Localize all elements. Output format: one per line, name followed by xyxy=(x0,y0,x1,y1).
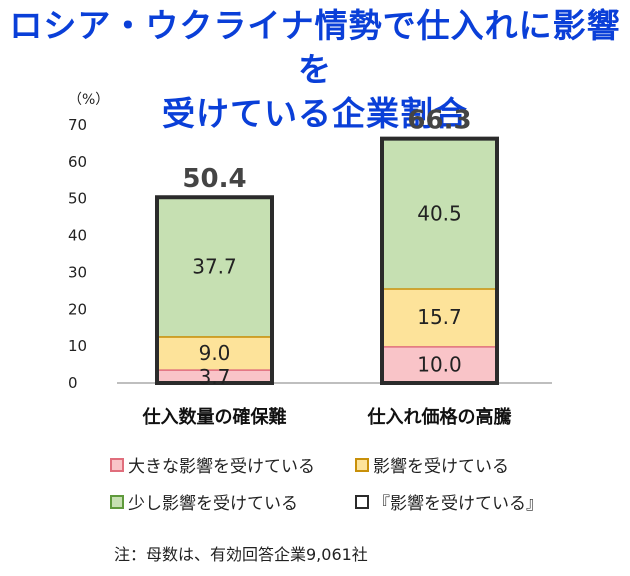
chart-title-line2: 受けている企業割合 xyxy=(162,94,468,133)
legend-item-total: 『影響を受けている』 xyxy=(355,489,543,514)
category-labels: 仕入数量の確保難 仕入れ価格の高騰 xyxy=(142,406,512,428)
bar-group-1: 10.0 15.7 40.5 66.3 xyxy=(380,106,499,385)
bar-total-outline xyxy=(155,195,274,385)
y-tick-label: 0 xyxy=(68,374,78,392)
legend-label-slight: 少し影響を受けている xyxy=(128,494,298,514)
data-label-affected: 9.0 xyxy=(199,341,231,365)
bar-total-outline xyxy=(380,136,499,385)
legend-item-slight: 少し影響を受けている xyxy=(110,489,298,514)
legend-item-large: 大きな影響を受けている xyxy=(110,452,315,477)
y-tick-label: 30 xyxy=(68,263,87,281)
legend-label-affected: 影響を受けている xyxy=(373,457,509,477)
data-label-large: 3.7 xyxy=(199,365,231,389)
stacked-bar-chart: （%） 0 10 20 30 40 50 60 70 3.79.0 37.7 50.4 10.0 15… xyxy=(68,92,552,428)
total-label: 50.4 xyxy=(182,164,246,194)
total-label: 66.3 xyxy=(407,106,471,136)
bar-segment-affected xyxy=(157,336,272,370)
y-tick-label: 60 xyxy=(68,153,87,171)
chart-title: ロシア・ウクライナ情勢で仕入れに影響を 受けている企業割合 xyxy=(0,4,630,136)
y-tick-label: 40 xyxy=(68,227,87,245)
y-tick-label: 10 xyxy=(68,337,87,355)
legend-swatch-affected xyxy=(355,457,369,472)
category-label-0: 仕入数量の確保難 xyxy=(142,406,287,428)
bar-group-0: 3.79.0 37.7 50.4 xyxy=(155,164,274,389)
data-label-slight: 37.7 xyxy=(192,255,237,279)
category-label-1: 仕入れ価格の高騰 xyxy=(367,406,512,428)
data-label-affected: 15.7 xyxy=(417,305,462,329)
y-tick-label: 50 xyxy=(68,190,87,208)
bar-segment-slight xyxy=(382,139,497,289)
data-label-slight: 40.5 xyxy=(417,202,462,226)
y-tick-label: 70 xyxy=(68,116,87,134)
bar-segment-large xyxy=(157,369,272,383)
legend-swatch-large xyxy=(110,457,124,472)
legend-item-affected: 影響を受けている xyxy=(355,452,509,477)
legend-label-large: 大きな影響を受けている xyxy=(128,457,315,477)
legend-swatch-total xyxy=(355,494,369,509)
bar-segment-affected xyxy=(382,288,497,347)
bar-segment-slight xyxy=(157,197,272,337)
y-tick-label: 20 xyxy=(68,300,87,318)
legend-label-total: 『影響を受けている』 xyxy=(373,494,543,514)
bar-segment-large xyxy=(382,346,497,383)
legend-swatch-slight xyxy=(110,494,124,509)
data-label-large: 10.0 xyxy=(417,353,462,377)
bars: 3.79.0 37.7 50.4 10.0 15.7 40.5 66.3 xyxy=(155,106,499,389)
y-axis-unit-label: （%） xyxy=(68,92,109,108)
footnote: 注：母数は、有効回答企業9,061社 xyxy=(114,545,368,564)
chart-title-line1: ロシア・ウクライナ情勢で仕入れに影響を xyxy=(9,6,621,89)
